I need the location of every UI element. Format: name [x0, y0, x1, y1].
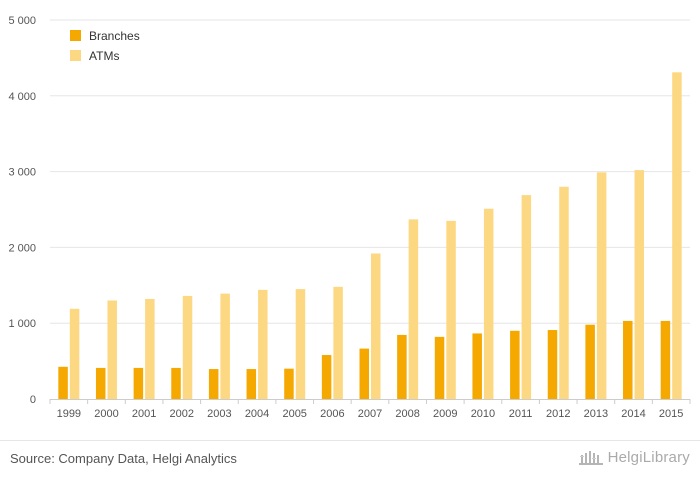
legend-label-atms[interactable]: ATMs: [89, 49, 119, 63]
bar-branches-2014[interactable]: [623, 320, 633, 399]
x-tick-label: 2009: [433, 408, 457, 420]
x-tick-label: 2001: [132, 408, 156, 420]
bar-atms-2011[interactable]: [521, 195, 532, 399]
x-tick-label: 1999: [57, 408, 81, 420]
bar-branches-2002[interactable]: [171, 367, 181, 399]
x-tick-label: 2011: [509, 408, 533, 420]
bar-atms-2006[interactable]: [333, 286, 343, 399]
bar-branches-2009[interactable]: [434, 336, 445, 399]
bar-chart: 0 1 000 2 000 3 000 4 000 5 000 1999 2000 2001 2…: [8, 15, 691, 420]
x-tick-label: 2008: [395, 408, 419, 420]
x-tick-label: 2014: [621, 408, 645, 420]
y-tick-label: 0: [30, 394, 36, 406]
bar-branches-2004[interactable]: [246, 369, 257, 399]
x-tick-label: 2006: [320, 408, 344, 420]
gridlines: [50, 19, 690, 324]
bar-atms-2000[interactable]: [107, 300, 117, 399]
bar-branches-2006[interactable]: [321, 355, 332, 399]
bar-atms-1999[interactable]: [69, 308, 80, 399]
x-tick-label: 2013: [584, 408, 608, 420]
x-tick-label: 2005: [282, 408, 306, 420]
x-tick-label: 2012: [546, 408, 570, 420]
x-tick-label: 2015: [659, 408, 683, 420]
bar-atms-2002[interactable]: [182, 295, 193, 399]
y-tick-label: 1 000: [8, 318, 36, 330]
bar-atms-2015[interactable]: [672, 72, 682, 399]
x-axis: 1999 2000 2001 2002 2003 2004 2005 2006 2007 2008…: [49, 399, 691, 420]
bar-branches-2000[interactable]: [95, 367, 106, 399]
bar-branches-2013[interactable]: [585, 324, 595, 399]
bar-branches-2012[interactable]: [547, 330, 558, 399]
bar-atms-2012[interactable]: [559, 186, 569, 399]
legend-swatch-branches: [70, 30, 81, 41]
bar-branches-2008[interactable]: [397, 334, 407, 399]
bar-atms-2005[interactable]: [295, 289, 306, 399]
bar-atms-2007[interactable]: [371, 253, 381, 399]
bar-atms-2001[interactable]: [145, 298, 155, 399]
bar-branches-2010[interactable]: [472, 333, 482, 399]
bar-atms-2013[interactable]: [596, 172, 607, 399]
legend-label-branches[interactable]: Branches: [89, 29, 140, 43]
library-building-icon: [578, 448, 604, 466]
x-tick-label: 2010: [471, 408, 495, 420]
brand-name: HelgiLibrary: [607, 448, 690, 466]
x-tick-label: 2007: [358, 408, 382, 420]
bars: [58, 72, 682, 399]
bar-branches-1999[interactable]: [58, 366, 68, 399]
y-tick-label: 5 000: [8, 15, 36, 27]
bar-atms-2010[interactable]: [483, 208, 494, 399]
y-tick-label: 4 000: [8, 91, 36, 103]
bar-atms-2009[interactable]: [446, 220, 456, 399]
legend: Branches ATMs: [70, 29, 140, 63]
x-tick-label: 2000: [94, 408, 118, 420]
bar-branches-2007[interactable]: [359, 348, 370, 399]
bar-branches-2015[interactable]: [660, 320, 671, 399]
bar-atms-2008[interactable]: [408, 219, 419, 399]
x-tick-label: 2002: [170, 408, 194, 420]
bar-branches-2011[interactable]: [510, 330, 520, 399]
brand-logo[interactable]: HelgiLibrary: [578, 448, 690, 466]
bar-atms-2014[interactable]: [634, 170, 645, 399]
bar-atms-2004[interactable]: [258, 289, 268, 399]
x-tick-label: 2003: [207, 408, 231, 420]
y-tick-label: 2 000: [8, 242, 36, 254]
legend-swatch-atms: [70, 50, 81, 61]
x-tick-label: 2004: [245, 408, 269, 420]
source-note: Source: Company Data, Helgi Analytics: [10, 451, 237, 466]
bar-branches-2005[interactable]: [284, 368, 294, 399]
bar-branches-2003[interactable]: [208, 369, 219, 399]
y-tick-label: 3 000: [8, 167, 36, 179]
footer-divider: [0, 440, 700, 441]
bar-atms-2003[interactable]: [220, 293, 230, 399]
y-axis-ticks: 0 1 000 2 000 3 000 4 000 5 000: [8, 15, 36, 406]
bar-branches-2001[interactable]: [133, 367, 144, 399]
